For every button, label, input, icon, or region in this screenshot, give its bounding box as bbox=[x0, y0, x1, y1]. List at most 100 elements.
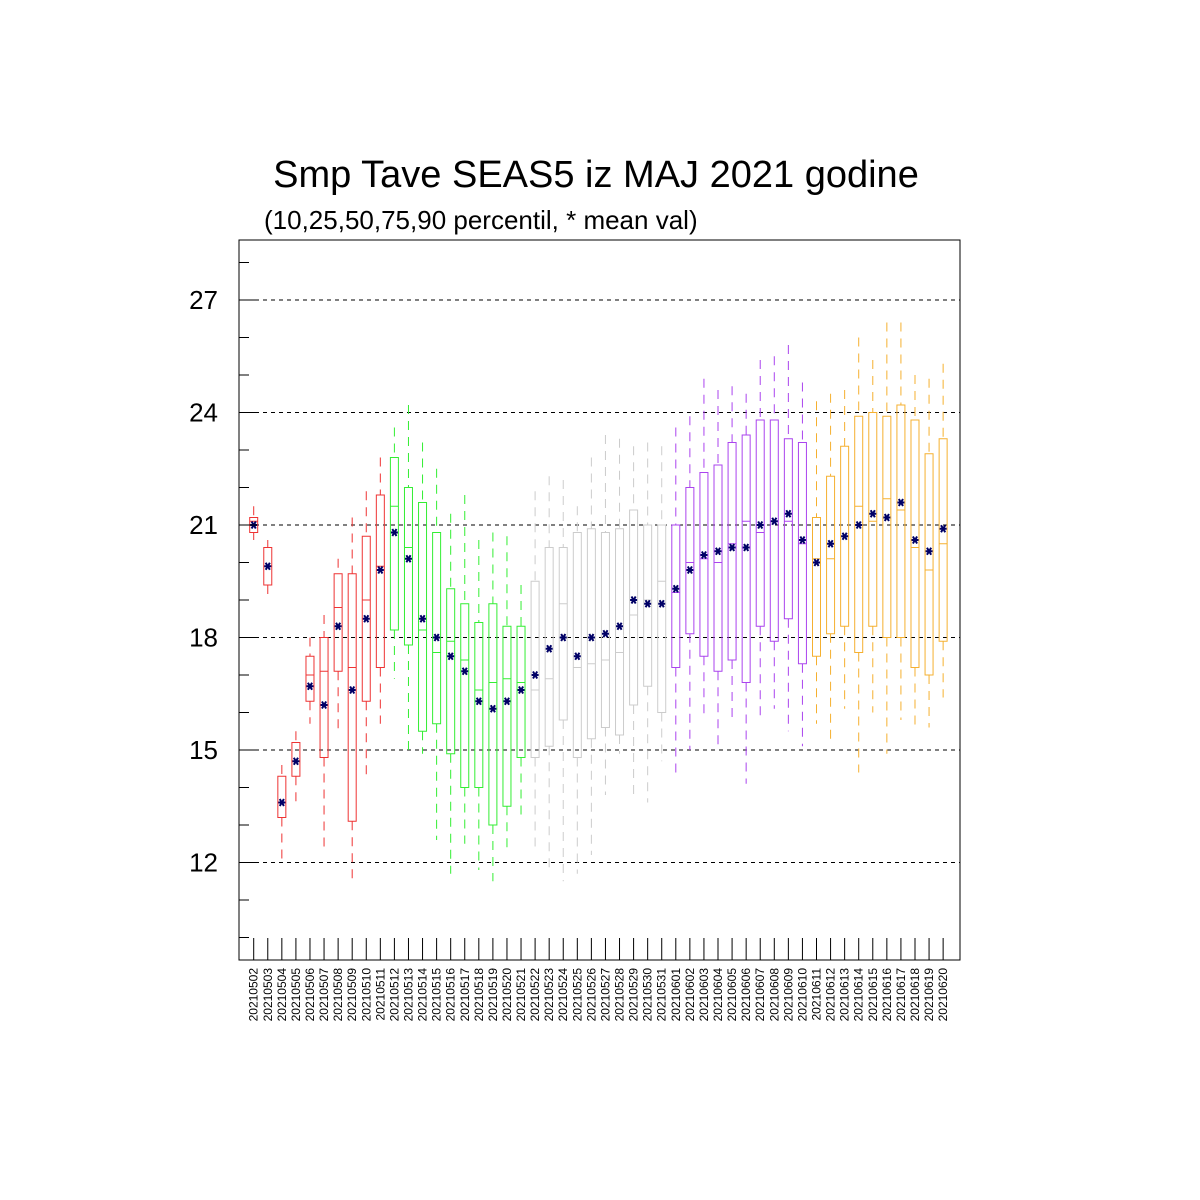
box-20210520 bbox=[502, 536, 512, 852]
x-tick-label: 20210607 bbox=[753, 968, 767, 1022]
box-20210529 bbox=[629, 446, 639, 799]
mean-marker-stroke bbox=[447, 652, 454, 661]
mean-marker-stroke bbox=[855, 520, 862, 530]
iqr-box bbox=[797, 442, 807, 665]
x-tick-label: 20210605 bbox=[725, 968, 739, 1022]
iqr-box bbox=[924, 453, 934, 676]
mean-marker-stroke bbox=[785, 509, 792, 518]
iqr-box bbox=[361, 535, 371, 702]
iqr-box bbox=[755, 419, 765, 627]
iqr-box bbox=[502, 625, 512, 807]
x-tick-label: 20210503 bbox=[261, 968, 275, 1022]
x-tick-label: 20210524 bbox=[556, 968, 570, 1022]
mean-marker bbox=[419, 614, 427, 623]
iqr-box bbox=[882, 415, 892, 638]
mean-marker-stroke bbox=[799, 535, 806, 545]
mean-marker-stroke bbox=[757, 520, 764, 530]
mean-marker bbox=[616, 622, 624, 631]
iqr-box bbox=[488, 603, 498, 826]
iqr-box bbox=[938, 438, 948, 642]
mean-marker-stroke bbox=[377, 565, 384, 575]
mean-marker bbox=[531, 670, 539, 680]
box-20210526 bbox=[586, 457, 596, 855]
mean-marker bbox=[883, 513, 891, 522]
mean-marker bbox=[447, 652, 455, 661]
box-20210514 bbox=[418, 442, 428, 754]
mean-markers bbox=[250, 498, 947, 807]
box-20210522 bbox=[530, 491, 540, 852]
box-20210603 bbox=[699, 378, 709, 720]
y-tick-label: 21 bbox=[189, 510, 218, 540]
plot-frame bbox=[238, 239, 961, 961]
x-tick-label: 20210513 bbox=[401, 968, 415, 1022]
mean-marker bbox=[264, 562, 272, 571]
x-tick-label: 20210611 bbox=[810, 968, 824, 1021]
mean-marker bbox=[658, 599, 666, 608]
iqr-box bbox=[418, 502, 428, 732]
iqr-box bbox=[741, 434, 751, 683]
mean-marker bbox=[320, 700, 328, 710]
iqr-box bbox=[516, 625, 526, 758]
iqr-box bbox=[783, 438, 793, 620]
mean-marker-stroke bbox=[560, 633, 567, 642]
iqr-box bbox=[685, 487, 695, 635]
iqr-box bbox=[586, 528, 596, 740]
iqr-box bbox=[333, 573, 343, 672]
x-tick-label: 20210531 bbox=[655, 968, 669, 1022]
x-tick-label: 20210522 bbox=[528, 968, 542, 1022]
x-tick-label: 20210527 bbox=[598, 968, 612, 1022]
mean-marker-stroke bbox=[546, 644, 553, 653]
mean-marker-stroke bbox=[307, 682, 313, 691]
mean-marker-stroke bbox=[278, 798, 285, 807]
mean-marker bbox=[278, 798, 286, 807]
iqr-box bbox=[305, 655, 315, 702]
x-tick-label: 20210610 bbox=[795, 968, 809, 1022]
box-20210523 bbox=[544, 476, 554, 874]
y-tick-label: 24 bbox=[189, 398, 218, 428]
x-tick-label: 20210618 bbox=[908, 968, 922, 1022]
mean-marker-stroke bbox=[743, 543, 750, 552]
iqr-box bbox=[572, 532, 582, 758]
x-tick-label: 20210606 bbox=[739, 968, 753, 1022]
mean-marker-stroke bbox=[869, 509, 876, 518]
box-20210616 bbox=[882, 322, 892, 754]
mean-marker-stroke bbox=[363, 614, 370, 623]
iqr-box bbox=[277, 775, 287, 818]
iqr-box bbox=[643, 524, 653, 687]
box-20210601 bbox=[671, 427, 681, 773]
mean-marker bbox=[897, 498, 905, 507]
box-20210524 bbox=[558, 480, 568, 882]
x-tick-label: 20210615 bbox=[866, 968, 880, 1022]
grid bbox=[239, 299, 960, 863]
mean-marker bbox=[559, 633, 567, 642]
chart-subtitle: (10,25,50,75,90 percentil, * mean val) bbox=[264, 205, 698, 235]
y-tick-label: 18 bbox=[189, 623, 218, 653]
x-tick-label: 20210602 bbox=[683, 968, 697, 1022]
iqr-box bbox=[375, 494, 385, 668]
mean-marker-stroke bbox=[574, 652, 581, 661]
mean-marker bbox=[700, 550, 708, 560]
box-20210521 bbox=[516, 585, 526, 822]
mean-marker bbox=[911, 535, 919, 545]
box-20210609 bbox=[783, 345, 793, 732]
mean-marker-stroke bbox=[686, 565, 693, 575]
mean-marker bbox=[517, 685, 525, 695]
iqr-box bbox=[896, 404, 906, 638]
x-tick-label: 20210511 bbox=[373, 968, 387, 1021]
mean-marker-stroke bbox=[532, 670, 539, 680]
x-tick-label: 20210604 bbox=[711, 968, 725, 1022]
mean-marker-stroke bbox=[349, 685, 356, 695]
box-20210606 bbox=[741, 393, 751, 784]
iqr-box bbox=[544, 547, 554, 747]
mean-marker bbox=[841, 532, 849, 541]
x-tick-label: 20210603 bbox=[697, 968, 711, 1022]
box-20210618 bbox=[910, 375, 920, 732]
mean-marker-stroke bbox=[715, 547, 721, 556]
mean-marker-stroke bbox=[912, 535, 918, 545]
box-20210519 bbox=[488, 532, 498, 882]
chart-title: Smp Tave SEAS5 iz MAJ 2021 godine bbox=[273, 154, 919, 196]
mean-marker-stroke bbox=[644, 599, 651, 608]
x-tick-label: 20210507 bbox=[317, 968, 331, 1022]
mean-marker-stroke bbox=[264, 562, 271, 571]
iqr-box bbox=[446, 588, 456, 755]
